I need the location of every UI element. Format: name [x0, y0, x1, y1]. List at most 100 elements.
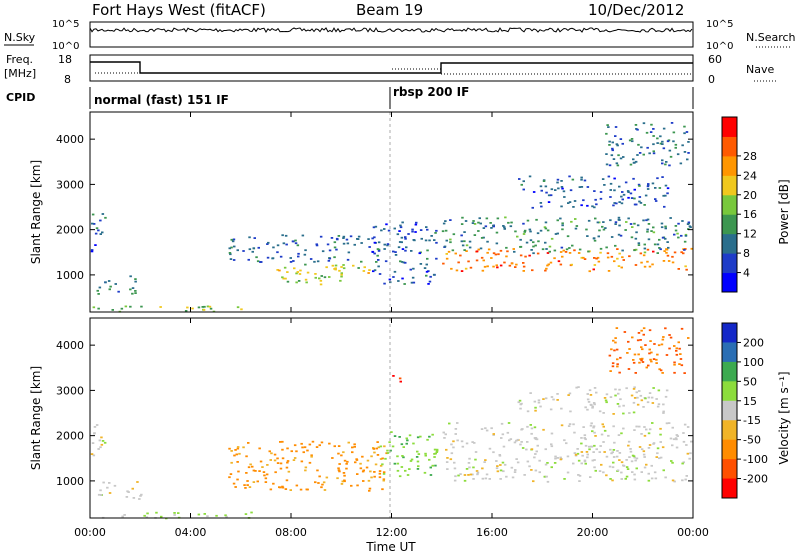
- scatter-cell: [392, 375, 395, 377]
- scatter-cell: [321, 483, 324, 486]
- scatter-cell: [496, 470, 500, 473]
- scatter-cell: [225, 515, 228, 518]
- scatter-cell: [342, 472, 346, 474]
- scatter-cell: [556, 178, 560, 181]
- scatter-cell: [340, 273, 343, 276]
- scatter-cell: [618, 185, 621, 188]
- scatter-cell: [513, 441, 517, 444]
- scatter-cell: [633, 397, 637, 399]
- scatter-cell: [244, 487, 247, 489]
- scatter-cell: [642, 153, 645, 156]
- scatter-cell: [515, 263, 518, 266]
- scatter-cell: [120, 307, 124, 310]
- scatter-cell: [406, 439, 409, 442]
- scatter-cell: [113, 484, 117, 487]
- scatter-cell: [512, 248, 515, 250]
- scatter-cell: [250, 511, 253, 514]
- scatter-cell: [459, 473, 462, 475]
- scatter-cell: [586, 186, 590, 188]
- colorbar-segment: [722, 253, 737, 274]
- scatter-cell: [574, 453, 578, 456]
- scatter-cell: [282, 242, 286, 245]
- scatter-cell: [242, 446, 245, 449]
- scatter-cell: [360, 260, 363, 263]
- scatter-cell: [617, 154, 620, 157]
- scatter-cell: [616, 257, 619, 260]
- scatter-cell: [362, 469, 365, 472]
- scatter-cell: [230, 450, 233, 452]
- scatter-cell: [628, 139, 632, 142]
- scatter-cell: [465, 244, 469, 247]
- scatter-cell: [293, 444, 297, 447]
- scatter-cell: [675, 434, 679, 436]
- scatter-cell: [656, 142, 659, 144]
- scatter-cell: [536, 252, 540, 255]
- scatter-cell: [99, 233, 102, 235]
- scatter-cell: [652, 231, 656, 234]
- scatter-cell: [609, 182, 613, 185]
- scatter-cell: [145, 516, 149, 519]
- scatter-cell: [606, 124, 609, 126]
- scatter-cell: [630, 138, 634, 140]
- scatter-cell: [292, 260, 295, 262]
- scatter-cell: [385, 452, 388, 455]
- scatter-cell: [526, 410, 530, 413]
- scatter-cell: [304, 263, 307, 266]
- scatter-cell: [273, 453, 277, 456]
- scatter-cell: [668, 347, 671, 350]
- scatter-cell: [410, 250, 413, 252]
- scatter-cell: [646, 218, 650, 221]
- scatter-cell: [381, 463, 384, 466]
- colorbar-tick-label: 50: [743, 375, 757, 388]
- y-tick-label: 2000: [56, 224, 84, 237]
- scatter-cell: [447, 250, 451, 253]
- scatter-cell: [625, 466, 629, 468]
- scatter-cell: [488, 478, 491, 480]
- scatter-cell: [418, 252, 421, 255]
- colorbar-segment: [722, 439, 737, 460]
- colorbar-tick-label: 4: [743, 267, 750, 280]
- scatter-cell: [321, 250, 325, 253]
- scatter-cell: [646, 146, 649, 149]
- scatter-cell: [520, 183, 523, 186]
- scatter-cell: [615, 327, 619, 329]
- scatter-cell: [401, 221, 404, 224]
- scatter-cell: [544, 269, 547, 272]
- scatter-cell: [428, 280, 432, 283]
- scatter-cell: [614, 135, 617, 137]
- scatter-cell: [638, 390, 641, 392]
- scatter-cell: [520, 402, 523, 405]
- scatter-cell: [621, 142, 624, 145]
- scatter-cell: [544, 448, 547, 451]
- scatter-cell: [410, 281, 414, 284]
- scatter-cell: [293, 457, 297, 459]
- scatter-cell: [625, 387, 628, 390]
- scatter-cell: [342, 267, 346, 270]
- scatter-cell: [580, 176, 583, 179]
- colorbar-tick-label: 8: [743, 247, 750, 260]
- scatter-cell: [537, 240, 540, 243]
- scatter-cell: [612, 449, 616, 451]
- scatter-cell: [563, 478, 566, 480]
- scatter-cell: [670, 122, 674, 124]
- scatter-cell: [460, 234, 463, 237]
- scatter-cell: [554, 455, 557, 458]
- colorbar-tick-label: 100: [743, 356, 764, 369]
- scatter-cell: [559, 251, 563, 253]
- scatter-cell: [463, 231, 466, 233]
- scatter-cell: [651, 182, 655, 185]
- scatter-cell: [323, 276, 327, 279]
- scatter-cell: [636, 154, 639, 156]
- scatter-cell: [518, 178, 521, 180]
- scatter-cell: [471, 441, 474, 443]
- scatter-cell: [609, 189, 612, 191]
- scatter-cell: [633, 188, 636, 191]
- scatter-cell: [629, 192, 633, 195]
- scatter-cell: [454, 433, 457, 435]
- scatter-cell: [415, 456, 419, 458]
- scatter-cell: [129, 275, 132, 278]
- scatter-cell: [654, 187, 657, 189]
- scatter-cell: [591, 459, 594, 462]
